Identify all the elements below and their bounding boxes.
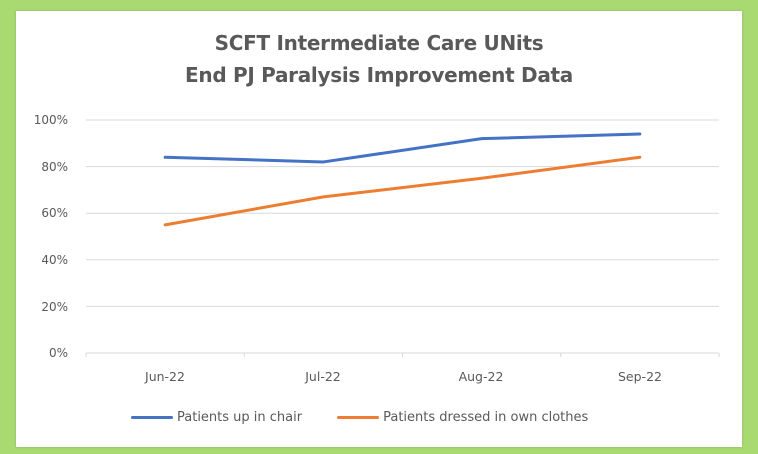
legend-label: Patients dressed in own clothes	[383, 409, 589, 425]
series-lines	[163, 132, 642, 227]
chart-title-line-1: SCFT Intermediate Care UNits	[214, 31, 544, 55]
gridlines	[86, 119, 719, 307]
y-tick-label: 20%	[41, 300, 68, 314]
x-axis	[85, 352, 720, 357]
x-tick-label: Aug-22	[458, 369, 504, 384]
chart-panel	[16, 11, 742, 447]
x-tick-label: Sep-22	[618, 369, 662, 384]
legend-item-up-in-chair[interactable]: Patients up in chair	[131, 410, 302, 425]
y-tick-label: 40%	[41, 253, 68, 267]
chart-title: SCFT Intermediate Care UNits End PJ Para…	[16, 27, 742, 91]
legend-line-icon	[337, 415, 380, 419]
legend-line-icon	[131, 415, 173, 419]
y-tick-label: 80%	[41, 160, 68, 174]
chart-title-line-2: End PJ Paralysis Improvement Data	[185, 63, 573, 87]
y-tick-label: 100%	[33, 113, 68, 127]
x-tick-label: Jun-22	[145, 369, 185, 384]
x-tick-label: Jul-22	[305, 369, 341, 384]
legend: Patients up in chair Patients dressed in…	[131, 408, 588, 426]
y-tick-label: 60%	[41, 206, 68, 220]
series-line-1[interactable]	[163, 155, 642, 227]
legend-label: Patients up in chair	[177, 409, 303, 425]
series-line-0[interactable]	[163, 132, 642, 164]
y-tick-label: 0%	[48, 346, 68, 360]
legend-item-dressed-own-clothes[interactable]: Patients dressed in own clothes	[337, 410, 588, 425]
